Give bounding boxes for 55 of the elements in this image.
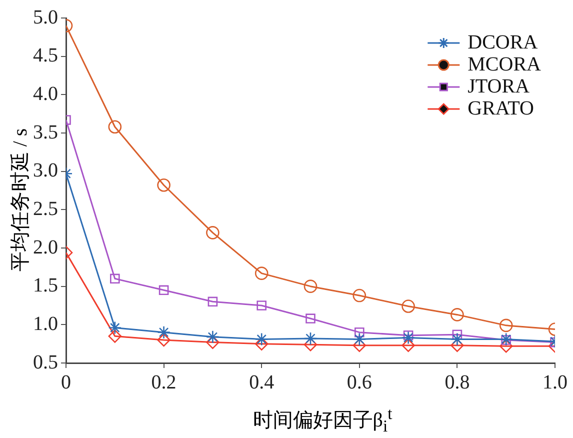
point	[108, 321, 122, 334]
legend-label: JTORA	[468, 75, 530, 98]
point	[403, 330, 414, 340]
point	[304, 332, 318, 346]
point	[208, 296, 218, 307]
point	[452, 330, 462, 340]
y-tick-label: 1.5	[33, 274, 58, 297]
point	[402, 300, 415, 313]
point	[402, 338, 415, 352]
point	[206, 336, 220, 349]
point	[157, 333, 170, 347]
point	[108, 330, 122, 343]
x-tick-label: 0.4	[249, 371, 274, 394]
x-tick-label: 0.2	[151, 371, 176, 394]
point	[450, 308, 464, 322]
point	[206, 226, 220, 240]
x-tick-label: 0.8	[444, 371, 470, 394]
y-tick-label: 4.5	[33, 44, 58, 67]
point	[450, 332, 464, 346]
x-tick-label: 0.6	[346, 371, 372, 394]
y-tick-label: 5.0	[33, 6, 58, 28]
y-tick-label: 0.5	[33, 351, 58, 374]
point	[206, 330, 220, 344]
point	[108, 120, 122, 134]
y-tick-label: 4.0	[33, 82, 58, 105]
point	[499, 318, 513, 332]
point	[304, 280, 318, 293]
legend-label: DCORA	[468, 31, 538, 54]
point	[450, 338, 464, 352]
point	[157, 326, 170, 339]
y-tick-label: 2.0	[33, 236, 58, 258]
point	[158, 285, 169, 296]
legend-label: MCORA	[468, 53, 542, 76]
x-tick-label: 1.0	[542, 371, 568, 394]
point	[352, 288, 366, 302]
point	[110, 274, 120, 284]
y-tick-label: 2.5	[33, 198, 58, 220]
point	[499, 339, 513, 353]
y-tick-label: 3.5	[33, 121, 58, 144]
y-axis-title: 平均任务时延 / s	[8, 128, 32, 272]
point	[254, 266, 268, 280]
point	[352, 332, 366, 346]
point	[402, 331, 415, 344]
y-tick-label: 1.0	[33, 312, 58, 335]
point	[306, 314, 316, 324]
point	[256, 300, 266, 310]
point	[254, 332, 268, 346]
y-tick-label: 3.0	[33, 160, 58, 182]
point	[501, 335, 511, 345]
point	[304, 338, 318, 352]
point	[254, 337, 268, 350]
x-tick-label: 0	[61, 371, 71, 394]
point	[157, 178, 170, 192]
legend-label: GRATO	[468, 97, 534, 120]
point	[354, 327, 364, 338]
